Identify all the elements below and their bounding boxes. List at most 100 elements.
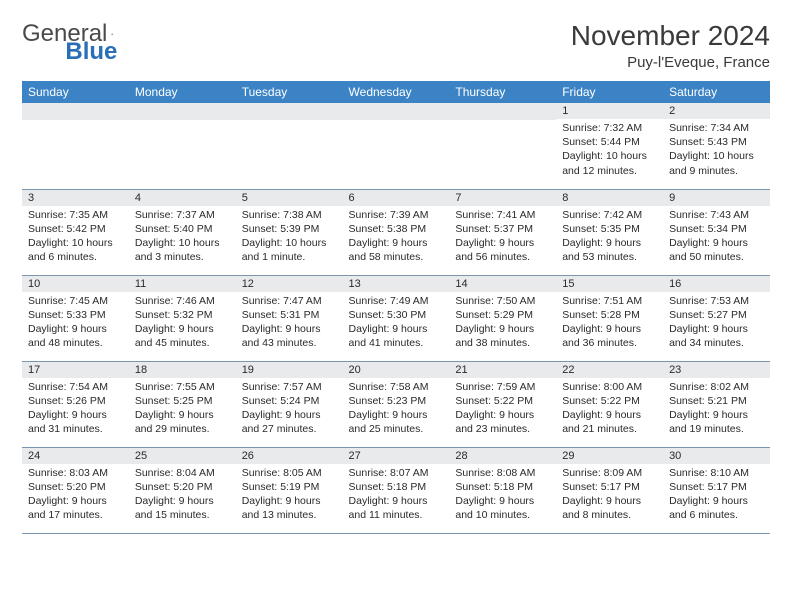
day-number: 27 [343, 448, 450, 464]
calendar-empty-cell [22, 103, 129, 189]
sunrise-text: Sunrise: 7:58 AM [349, 380, 444, 394]
day-body: Sunrise: 7:51 AMSunset: 5:28 PMDaylight:… [556, 292, 663, 355]
sunset-text: Sunset: 5:24 PM [242, 394, 337, 408]
day-body: Sunrise: 7:49 AMSunset: 5:30 PMDaylight:… [343, 292, 450, 355]
daylight-text: Daylight: 9 hours and 45 minutes. [135, 322, 230, 350]
day-body: Sunrise: 7:53 AMSunset: 5:27 PMDaylight:… [663, 292, 770, 355]
day-number: 19 [236, 362, 343, 378]
daylight-text: Daylight: 9 hours and 25 minutes. [349, 408, 444, 436]
calendar-week-row: 10Sunrise: 7:45 AMSunset: 5:33 PMDayligh… [22, 275, 770, 361]
empty-day-number [343, 103, 450, 120]
calendar-day-cell: 8Sunrise: 7:42 AMSunset: 5:35 PMDaylight… [556, 189, 663, 275]
calendar-day-cell: 19Sunrise: 7:57 AMSunset: 5:24 PMDayligh… [236, 361, 343, 447]
day-number: 23 [663, 362, 770, 378]
day-body: Sunrise: 7:47 AMSunset: 5:31 PMDaylight:… [236, 292, 343, 355]
sunrise-text: Sunrise: 7:35 AM [28, 208, 123, 222]
day-body: Sunrise: 7:38 AMSunset: 5:39 PMDaylight:… [236, 206, 343, 269]
sunset-text: Sunset: 5:42 PM [28, 222, 123, 236]
daylight-text: Daylight: 10 hours and 6 minutes. [28, 236, 123, 264]
sunset-text: Sunset: 5:34 PM [669, 222, 764, 236]
day-number: 16 [663, 276, 770, 292]
sunrise-text: Sunrise: 7:34 AM [669, 121, 764, 135]
day-number: 20 [343, 362, 450, 378]
daylight-text: Daylight: 9 hours and 10 minutes. [455, 494, 550, 522]
day-number: 15 [556, 276, 663, 292]
day-body: Sunrise: 8:05 AMSunset: 5:19 PMDaylight:… [236, 464, 343, 527]
sunset-text: Sunset: 5:18 PM [455, 480, 550, 494]
sunrise-text: Sunrise: 8:10 AM [669, 466, 764, 480]
day-number: 24 [22, 448, 129, 464]
day-body: Sunrise: 8:04 AMSunset: 5:20 PMDaylight:… [129, 464, 236, 527]
day-body: Sunrise: 8:08 AMSunset: 5:18 PMDaylight:… [449, 464, 556, 527]
daylight-text: Daylight: 10 hours and 12 minutes. [562, 149, 657, 177]
day-number: 2 [663, 103, 770, 119]
sunset-text: Sunset: 5:37 PM [455, 222, 550, 236]
sunrise-text: Sunrise: 7:46 AM [135, 294, 230, 308]
day-number: 7 [449, 190, 556, 206]
day-body: Sunrise: 7:55 AMSunset: 5:25 PMDaylight:… [129, 378, 236, 441]
empty-day-number [22, 103, 129, 120]
empty-day-number [449, 103, 556, 120]
location: Puy-l'Eveque, France [571, 54, 770, 71]
day-number: 6 [343, 190, 450, 206]
sunset-text: Sunset: 5:17 PM [562, 480, 657, 494]
day-number: 9 [663, 190, 770, 206]
calendar-day-cell: 12Sunrise: 7:47 AMSunset: 5:31 PMDayligh… [236, 275, 343, 361]
sunrise-text: Sunrise: 7:38 AM [242, 208, 337, 222]
calendar-week-row: 3Sunrise: 7:35 AMSunset: 5:42 PMDaylight… [22, 189, 770, 275]
day-body: Sunrise: 7:45 AMSunset: 5:33 PMDaylight:… [22, 292, 129, 355]
daylight-text: Daylight: 9 hours and 6 minutes. [669, 494, 764, 522]
sunset-text: Sunset: 5:40 PM [135, 222, 230, 236]
sunset-text: Sunset: 5:28 PM [562, 308, 657, 322]
daylight-text: Daylight: 9 hours and 34 minutes. [669, 322, 764, 350]
daylight-text: Daylight: 9 hours and 41 minutes. [349, 322, 444, 350]
daylight-text: Daylight: 9 hours and 38 minutes. [455, 322, 550, 350]
calendar-day-cell: 28Sunrise: 8:08 AMSunset: 5:18 PMDayligh… [449, 447, 556, 533]
day-number: 5 [236, 190, 343, 206]
daylight-text: Daylight: 9 hours and 31 minutes. [28, 408, 123, 436]
sunset-text: Sunset: 5:27 PM [669, 308, 764, 322]
sunrise-text: Sunrise: 7:53 AM [669, 294, 764, 308]
daylight-text: Daylight: 9 hours and 36 minutes. [562, 322, 657, 350]
sunrise-text: Sunrise: 7:39 AM [349, 208, 444, 222]
sunset-text: Sunset: 5:19 PM [242, 480, 337, 494]
daylight-text: Daylight: 9 hours and 19 minutes. [669, 408, 764, 436]
daylight-text: Daylight: 9 hours and 56 minutes. [455, 236, 550, 264]
daylight-text: Daylight: 9 hours and 23 minutes. [455, 408, 550, 436]
day-number: 29 [556, 448, 663, 464]
sunset-text: Sunset: 5:43 PM [669, 135, 764, 149]
sunrise-text: Sunrise: 7:43 AM [669, 208, 764, 222]
sunset-text: Sunset: 5:29 PM [455, 308, 550, 322]
sunrise-text: Sunrise: 8:03 AM [28, 466, 123, 480]
calendar-day-cell: 13Sunrise: 7:49 AMSunset: 5:30 PMDayligh… [343, 275, 450, 361]
calendar-day-cell: 9Sunrise: 7:43 AMSunset: 5:34 PMDaylight… [663, 189, 770, 275]
day-number: 10 [22, 276, 129, 292]
sunrise-text: Sunrise: 8:00 AM [562, 380, 657, 394]
daylight-text: Daylight: 9 hours and 13 minutes. [242, 494, 337, 522]
daylight-text: Daylight: 9 hours and 53 minutes. [562, 236, 657, 264]
day-body: Sunrise: 7:59 AMSunset: 5:22 PMDaylight:… [449, 378, 556, 441]
calendar-table: SundayMondayTuesdayWednesdayThursdayFrid… [22, 81, 770, 534]
sunrise-text: Sunrise: 7:55 AM [135, 380, 230, 394]
calendar-day-cell: 7Sunrise: 7:41 AMSunset: 5:37 PMDaylight… [449, 189, 556, 275]
day-number: 8 [556, 190, 663, 206]
day-body: Sunrise: 8:00 AMSunset: 5:22 PMDaylight:… [556, 378, 663, 441]
day-number: 17 [22, 362, 129, 378]
calendar-day-cell: 16Sunrise: 7:53 AMSunset: 5:27 PMDayligh… [663, 275, 770, 361]
daylight-text: Daylight: 10 hours and 3 minutes. [135, 236, 230, 264]
weekday-header: Sunday [22, 81, 129, 103]
weekday-header: Thursday [449, 81, 556, 103]
day-number: 12 [236, 276, 343, 292]
calendar-day-cell: 24Sunrise: 8:03 AMSunset: 5:20 PMDayligh… [22, 447, 129, 533]
weekday-header: Wednesday [343, 81, 450, 103]
day-number: 21 [449, 362, 556, 378]
sunset-text: Sunset: 5:35 PM [562, 222, 657, 236]
day-body: Sunrise: 8:02 AMSunset: 5:21 PMDaylight:… [663, 378, 770, 441]
sunrise-text: Sunrise: 8:09 AM [562, 466, 657, 480]
calendar-day-cell: 11Sunrise: 7:46 AMSunset: 5:32 PMDayligh… [129, 275, 236, 361]
calendar-day-cell: 2Sunrise: 7:34 AMSunset: 5:43 PMDaylight… [663, 103, 770, 189]
calendar-day-cell: 25Sunrise: 8:04 AMSunset: 5:20 PMDayligh… [129, 447, 236, 533]
calendar-empty-cell [449, 103, 556, 189]
calendar-empty-cell [129, 103, 236, 189]
calendar-day-cell: 22Sunrise: 8:00 AMSunset: 5:22 PMDayligh… [556, 361, 663, 447]
